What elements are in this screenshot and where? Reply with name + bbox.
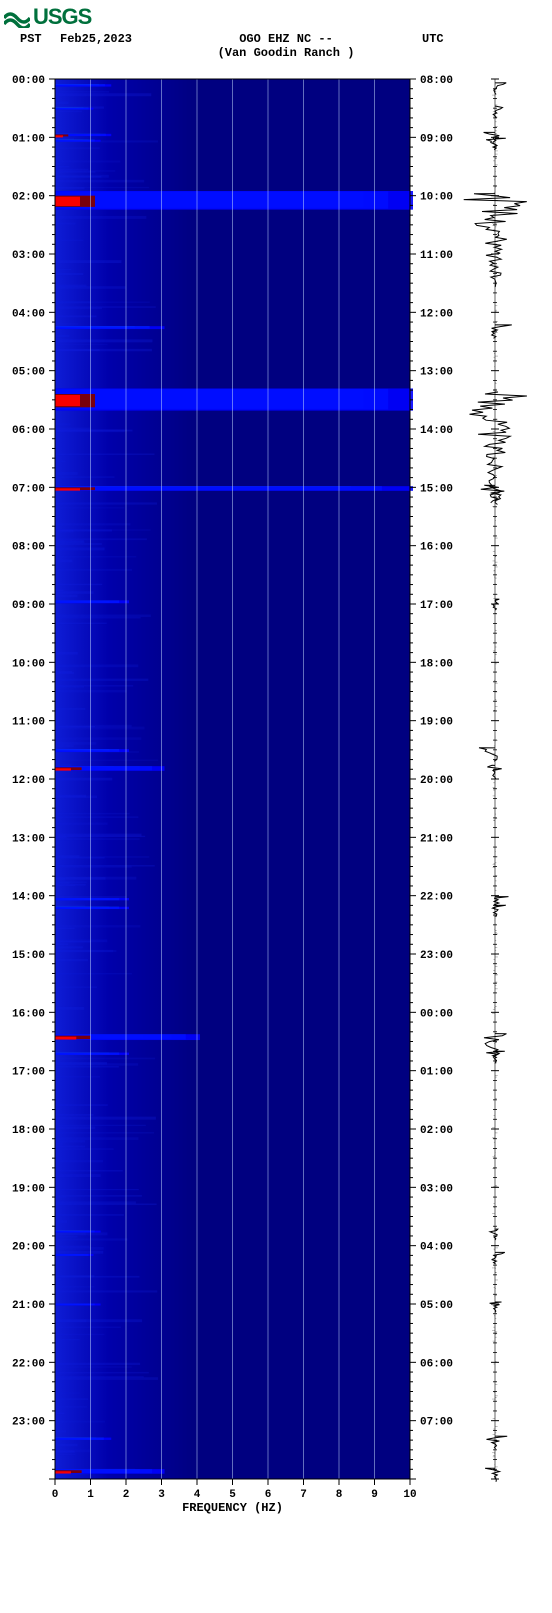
- svg-text:22:00: 22:00: [12, 1358, 45, 1370]
- svg-text:03:00: 03:00: [420, 1183, 453, 1195]
- svg-text:19:00: 19:00: [420, 717, 453, 729]
- svg-text:10:00: 10:00: [12, 658, 45, 670]
- svg-text:07:00: 07:00: [12, 483, 45, 495]
- usgs-logo-text: USGS: [33, 4, 91, 30]
- usgs-wave-icon: [4, 6, 30, 28]
- svg-text:02:00: 02:00: [420, 1125, 453, 1137]
- svg-text:01:00: 01:00: [420, 1067, 453, 1079]
- svg-text:14:00: 14:00: [12, 892, 45, 904]
- svg-text:5: 5: [229, 1489, 236, 1501]
- svg-text:09:00: 09:00: [420, 133, 453, 145]
- svg-text:18:00: 18:00: [12, 1125, 45, 1137]
- tz-right: UTC: [422, 32, 532, 46]
- svg-text:4: 4: [194, 1489, 201, 1501]
- title-line1: OGO EHZ NC --: [239, 32, 333, 46]
- svg-text:0: 0: [52, 1489, 59, 1501]
- svg-text:2: 2: [123, 1489, 130, 1501]
- svg-text:17:00: 17:00: [420, 600, 453, 612]
- header-row: PST Feb25,2023 OGO EHZ NC -- (Van Goodin…: [0, 32, 552, 64]
- svg-text:12:00: 12:00: [420, 308, 453, 320]
- usgs-logo: USGS: [0, 0, 552, 32]
- spectrogram-chart: 00:00 01:00 02:00 03:00 04:00 05:00 06:00 07:00…: [0, 64, 552, 1604]
- svg-text:21:00: 21:00: [12, 1300, 45, 1312]
- svg-text:8: 8: [336, 1489, 343, 1501]
- svg-text:06:00: 06:00: [420, 1358, 453, 1370]
- title-line2: (Van Goodin Ranch ): [218, 46, 355, 60]
- svg-text:11:00: 11:00: [12, 717, 45, 729]
- svg-text:08:00: 08:00: [12, 542, 45, 554]
- svg-text:07:00: 07:00: [420, 1417, 453, 1429]
- svg-text:02:00: 02:00: [12, 192, 45, 204]
- tz-left: PST: [20, 32, 60, 46]
- svg-text:23:00: 23:00: [12, 1417, 45, 1429]
- svg-text:22:00: 22:00: [420, 892, 453, 904]
- svg-text:00:00: 00:00: [420, 1008, 453, 1020]
- svg-text:14:00: 14:00: [420, 425, 453, 437]
- svg-text:20:00: 20:00: [420, 775, 453, 787]
- svg-text:9: 9: [371, 1489, 378, 1501]
- svg-text:03:00: 03:00: [12, 250, 45, 262]
- svg-text:10: 10: [403, 1489, 416, 1501]
- svg-text:12:00: 12:00: [12, 775, 45, 787]
- svg-text:17:00: 17:00: [12, 1067, 45, 1079]
- svg-text:20:00: 20:00: [12, 1242, 45, 1254]
- svg-text:00:00: 00:00: [12, 75, 45, 87]
- svg-text:3: 3: [158, 1489, 165, 1501]
- svg-text:19:00: 19:00: [12, 1183, 45, 1195]
- svg-text:13:00: 13:00: [420, 367, 453, 379]
- svg-text:16:00: 16:00: [12, 1008, 45, 1020]
- svg-text:01:00: 01:00: [12, 133, 45, 145]
- svg-text:1: 1: [87, 1489, 94, 1501]
- svg-text:15:00: 15:00: [420, 483, 453, 495]
- svg-text:04:00: 04:00: [12, 308, 45, 320]
- svg-text:09:00: 09:00: [12, 600, 45, 612]
- svg-text:13:00: 13:00: [12, 833, 45, 845]
- svg-text:05:00: 05:00: [12, 367, 45, 379]
- svg-text:10:00: 10:00: [420, 192, 453, 204]
- svg-text:08:00: 08:00: [420, 75, 453, 87]
- svg-text:04:00: 04:00: [420, 1242, 453, 1254]
- title-block: OGO EHZ NC -- (Van Goodin Ranch ): [150, 46, 422, 60]
- svg-text:FREQUENCY (HZ): FREQUENCY (HZ): [182, 1501, 283, 1515]
- svg-text:6: 6: [265, 1489, 272, 1501]
- svg-text:7: 7: [300, 1489, 307, 1501]
- svg-text:06:00: 06:00: [12, 425, 45, 437]
- svg-text:23:00: 23:00: [420, 950, 453, 962]
- date: Feb25,2023: [60, 32, 150, 46]
- svg-text:15:00: 15:00: [12, 950, 45, 962]
- svg-text:21:00: 21:00: [420, 833, 453, 845]
- svg-text:18:00: 18:00: [420, 658, 453, 670]
- svg-text:11:00: 11:00: [420, 250, 453, 262]
- svg-text:16:00: 16:00: [420, 542, 453, 554]
- svg-text:05:00: 05:00: [420, 1300, 453, 1312]
- spectrogram-svg: 00:00 01:00 02:00 03:00 04:00 05:00 06:00 07:00…: [0, 64, 552, 1604]
